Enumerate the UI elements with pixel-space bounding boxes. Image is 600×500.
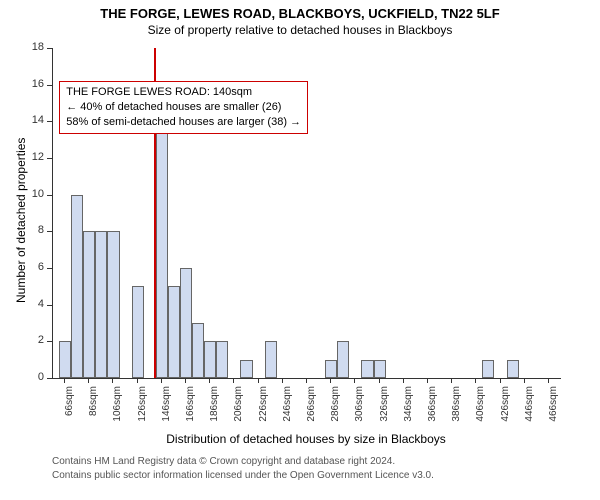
x-tick-label: 326sqm (379, 386, 390, 436)
x-tick-label: 346sqm (403, 386, 414, 436)
histogram-bar (325, 360, 337, 378)
x-tick-mark (500, 378, 501, 383)
histogram-bar (240, 360, 252, 378)
x-tick-mark (524, 378, 525, 383)
histogram-bar (374, 360, 386, 378)
x-tick-label: 246sqm (282, 386, 293, 436)
chart-title: THE FORGE, LEWES ROAD, BLACKBOYS, UCKFIE… (0, 0, 600, 21)
y-tick-mark (47, 158, 52, 159)
y-tick-mark (47, 195, 52, 196)
y-tick-label: 12 (22, 151, 44, 163)
histogram-bar (83, 231, 95, 378)
x-tick-label: 466sqm (548, 386, 559, 436)
x-tick-label: 186sqm (209, 386, 220, 436)
x-tick-mark (161, 378, 162, 383)
footer-line-2: Contains public sector information licen… (52, 470, 434, 481)
histogram-bar (107, 231, 119, 378)
x-tick-mark (427, 378, 428, 383)
x-tick-mark (354, 378, 355, 383)
x-tick-mark (209, 378, 210, 383)
x-tick-label: 426sqm (500, 386, 511, 436)
x-tick-label: 226sqm (258, 386, 269, 436)
x-tick-mark (88, 378, 89, 383)
annotation-line: THE FORGE LEWES ROAD: 140sqm (66, 85, 301, 100)
histogram-bar (168, 286, 180, 378)
x-tick-mark (403, 378, 404, 383)
y-tick-mark (47, 268, 52, 269)
y-tick-mark (47, 48, 52, 49)
x-tick-label: 306sqm (354, 386, 365, 436)
annotation-line: ← 40% of detached houses are smaller (26… (66, 100, 301, 115)
x-tick-label: 406sqm (475, 386, 486, 436)
x-tick-label: 446sqm (524, 386, 535, 436)
y-tick-label: 18 (22, 41, 44, 53)
y-tick-label: 8 (22, 224, 44, 236)
y-tick-mark (47, 85, 52, 86)
chart-container: { "title": "THE FORGE, LEWES ROAD, BLACK… (0, 0, 600, 500)
y-tick-label: 4 (22, 298, 44, 310)
x-tick-mark (548, 378, 549, 383)
x-tick-mark (475, 378, 476, 383)
histogram-bar (507, 360, 519, 378)
histogram-bar (337, 341, 349, 378)
histogram-bar (192, 323, 204, 378)
annotation-box: THE FORGE LEWES ROAD: 140sqm← 40% of det… (59, 81, 308, 134)
x-tick-mark (306, 378, 307, 383)
y-tick-label: 14 (22, 114, 44, 126)
chart-subtitle: Size of property relative to detached ho… (0, 21, 600, 37)
histogram-bar (95, 231, 107, 378)
x-tick-mark (258, 378, 259, 383)
histogram-bar (59, 341, 71, 378)
y-tick-label: 16 (22, 78, 44, 90)
histogram-bar (156, 121, 168, 378)
histogram-bar (265, 341, 277, 378)
x-tick-mark (233, 378, 234, 383)
y-tick-mark (47, 341, 52, 342)
x-tick-label: 146sqm (161, 386, 172, 436)
x-tick-label: 286sqm (330, 386, 341, 436)
x-tick-mark (137, 378, 138, 383)
y-tick-mark (47, 305, 52, 306)
x-tick-label: 66sqm (64, 386, 75, 436)
x-tick-label: 106sqm (112, 386, 123, 436)
y-tick-label: 6 (22, 261, 44, 273)
y-tick-label: 2 (22, 334, 44, 346)
histogram-bar (204, 341, 216, 378)
x-tick-mark (112, 378, 113, 383)
x-tick-label: 366sqm (427, 386, 438, 436)
x-tick-label: 166sqm (185, 386, 196, 436)
y-tick-mark (47, 378, 52, 379)
x-tick-mark (185, 378, 186, 383)
x-tick-label: 86sqm (88, 386, 99, 436)
x-tick-mark (64, 378, 65, 383)
x-tick-mark (451, 378, 452, 383)
x-tick-mark (379, 378, 380, 383)
histogram-bar (216, 341, 228, 378)
x-tick-mark (330, 378, 331, 383)
footer-line-1: Contains HM Land Registry data © Crown c… (52, 456, 395, 467)
x-tick-mark (282, 378, 283, 383)
y-tick-mark (47, 121, 52, 122)
histogram-bar (482, 360, 494, 378)
y-tick-label: 10 (22, 188, 44, 200)
histogram-bar (132, 286, 144, 378)
x-tick-label: 386sqm (451, 386, 462, 436)
annotation-line: 58% of semi-detached houses are larger (… (66, 115, 301, 130)
histogram-bar (71, 195, 83, 378)
histogram-bar (361, 360, 373, 378)
y-tick-mark (47, 231, 52, 232)
x-tick-label: 126sqm (137, 386, 148, 436)
x-tick-label: 266sqm (306, 386, 317, 436)
x-tick-label: 206sqm (233, 386, 244, 436)
histogram-bar (180, 268, 192, 378)
y-tick-label: 0 (22, 371, 44, 383)
